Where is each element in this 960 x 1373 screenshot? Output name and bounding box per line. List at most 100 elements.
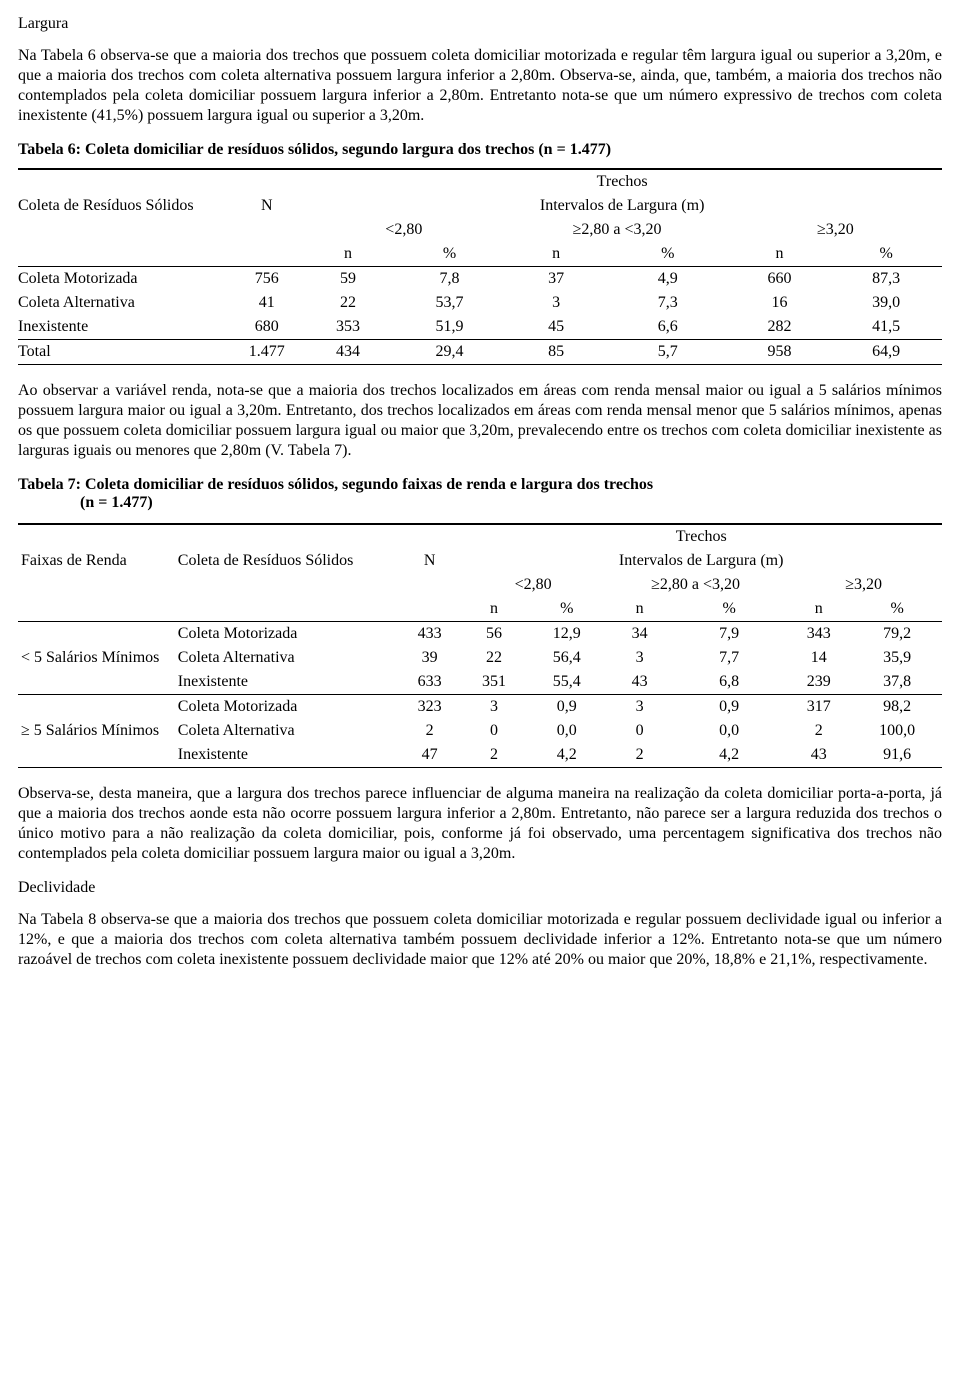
t6-N-label: N (231, 169, 302, 242)
t6-cell: 5,7 (607, 340, 729, 365)
t7-cell: 0,0 (673, 719, 785, 743)
t6-r0-N: 756 (231, 267, 302, 292)
t6-range1: ≥2,80 a <3,20 (505, 218, 728, 242)
t6-r2-label: Inexistente (18, 315, 231, 340)
t7-cell: 0,0 (528, 719, 606, 743)
t7-cell: 0,9 (673, 695, 785, 720)
table-row: Inexistente 680 353 51,9 45 6,6 282 41,5 (18, 315, 942, 340)
t7-cell: 14 (785, 646, 852, 670)
table7-title-l2: (n = 1.477) (18, 493, 942, 513)
table-row: ≥ 5 Salários Mínimos Coleta Motorizada 3… (18, 695, 942, 720)
t7-super: Trechos (460, 524, 942, 549)
t6-r3-N: 1.477 (231, 340, 302, 365)
t7-cell: 22 (460, 646, 527, 670)
t6-cell: 85 (505, 340, 607, 365)
t7-cell: 351 (460, 670, 527, 695)
t7-cell: Coleta Alternativa (175, 646, 399, 670)
t7-cell: 2 (606, 743, 673, 768)
table-row: < 5 Salários Mínimos Coleta Motorizada 4… (18, 622, 942, 647)
t6-range0: <2,80 (302, 218, 505, 242)
t6-cell: 353 (302, 315, 393, 340)
paragraph-1: Na Tabela 6 observa-se que a maioria dos… (18, 46, 942, 126)
t7-cell: 4,2 (673, 743, 785, 768)
t7-sc1: % (528, 597, 606, 622)
t6-cell: 7,8 (394, 267, 506, 292)
t6-cell: 59 (302, 267, 393, 292)
t7-cell: 56 (460, 622, 527, 647)
t7-cell: Coleta Motorizada (175, 622, 399, 647)
t7-cell: 47 (399, 743, 461, 768)
section-largura-title: Largura (18, 14, 942, 34)
t7-cell: Coleta Motorizada (175, 695, 399, 720)
t7-cell: 3 (606, 646, 673, 670)
t7-cell: 7,7 (673, 646, 785, 670)
t6-cell: 22 (302, 291, 393, 315)
t6-r3-label: Total (18, 340, 231, 365)
t7-cell: 12,9 (528, 622, 606, 647)
t7-cell: 100,0 (852, 719, 942, 743)
t7-coleta: Coleta de Resíduos Sólidos (175, 524, 399, 597)
t7-sc4: n (785, 597, 852, 622)
t7-cell: 317 (785, 695, 852, 720)
t6-sc3: % (607, 242, 729, 267)
t6-sc4: n (729, 242, 831, 267)
section-declividade-title: Declividade (18, 878, 942, 898)
t6-r2-N: 680 (231, 315, 302, 340)
table7: Faixas de Renda Coleta de Resíduos Sólid… (18, 523, 942, 768)
t6-cell: 29,4 (394, 340, 506, 365)
table7-title-l1: Tabela 7: Coleta domiciliar de resíduos … (18, 476, 653, 493)
t7-N: N (399, 524, 461, 597)
t7-cell: 37,8 (852, 670, 942, 695)
t7-cell: 3 (606, 695, 673, 720)
t6-cell: 45 (505, 315, 607, 340)
table6: Coleta de Resíduos Sólidos N Trechos Int… (18, 168, 942, 365)
t7-cell: 55,4 (528, 670, 606, 695)
t6-super: Trechos (302, 169, 942, 194)
t6-cell: 41,5 (830, 315, 942, 340)
t6-sc5: % (830, 242, 942, 267)
t7-cell: 43 (785, 743, 852, 768)
t7-cell: 39 (399, 646, 461, 670)
t7-range0: <2,80 (460, 573, 606, 597)
t6-r1-N: 41 (231, 291, 302, 315)
t7-cell: 43 (606, 670, 673, 695)
t6-cell: 53,7 (394, 291, 506, 315)
t7-cell: 0,9 (528, 695, 606, 720)
table7-title: Tabela 7: Coleta domiciliar de resíduos … (18, 475, 942, 513)
table-row: Coleta Motorizada 756 59 7,8 37 4,9 660 … (18, 267, 942, 292)
t6-cell: 37 (505, 267, 607, 292)
paragraph-2: Ao observar a variável renda, nota-se qu… (18, 381, 942, 461)
t6-cell: 87,3 (830, 267, 942, 292)
t7-cell: 34 (606, 622, 673, 647)
t6-sc2: n (505, 242, 607, 267)
table-row: Total 1.477 434 29,4 85 5,7 958 64,9 (18, 340, 942, 365)
t7-cell: 35,9 (852, 646, 942, 670)
t7-cell: 91,6 (852, 743, 942, 768)
t6-cell: 16 (729, 291, 831, 315)
t7-cell: 7,9 (673, 622, 785, 647)
t7-cell: 56,4 (528, 646, 606, 670)
t7-cell: 0 (460, 719, 527, 743)
table-row: Coleta Alternativa 41 22 53,7 3 7,3 16 3… (18, 291, 942, 315)
t7-g0-label: < 5 Salários Mínimos (18, 622, 175, 695)
t7-cell: 2 (399, 719, 461, 743)
t6-r1-label: Coleta Alternativa (18, 291, 231, 315)
t7-cell: 2 (460, 743, 527, 768)
t6-cell: 3 (505, 291, 607, 315)
t7-g1-label: ≥ 5 Salários Mínimos (18, 695, 175, 768)
t6-sc1: % (394, 242, 506, 267)
t6-rowhead: Coleta de Resíduos Sólidos (18, 169, 231, 242)
t7-sub: Intervalos de Largura (m) (460, 549, 942, 573)
t7-cell: 239 (785, 670, 852, 695)
t7-cell: 98,2 (852, 695, 942, 720)
t7-cell: 0 (606, 719, 673, 743)
table6-title: Tabela 6: Coleta domiciliar de resíduos … (18, 140, 942, 160)
t7-cell: 3 (460, 695, 527, 720)
paragraph-4: Na Tabela 8 observa-se que a maioria dos… (18, 910, 942, 970)
t7-cell: 343 (785, 622, 852, 647)
t6-r0-label: Coleta Motorizada (18, 267, 231, 292)
t7-range2: ≥3,20 (785, 573, 942, 597)
t6-cell: 51,9 (394, 315, 506, 340)
t7-cell: 4,2 (528, 743, 606, 768)
t6-cell: 660 (729, 267, 831, 292)
